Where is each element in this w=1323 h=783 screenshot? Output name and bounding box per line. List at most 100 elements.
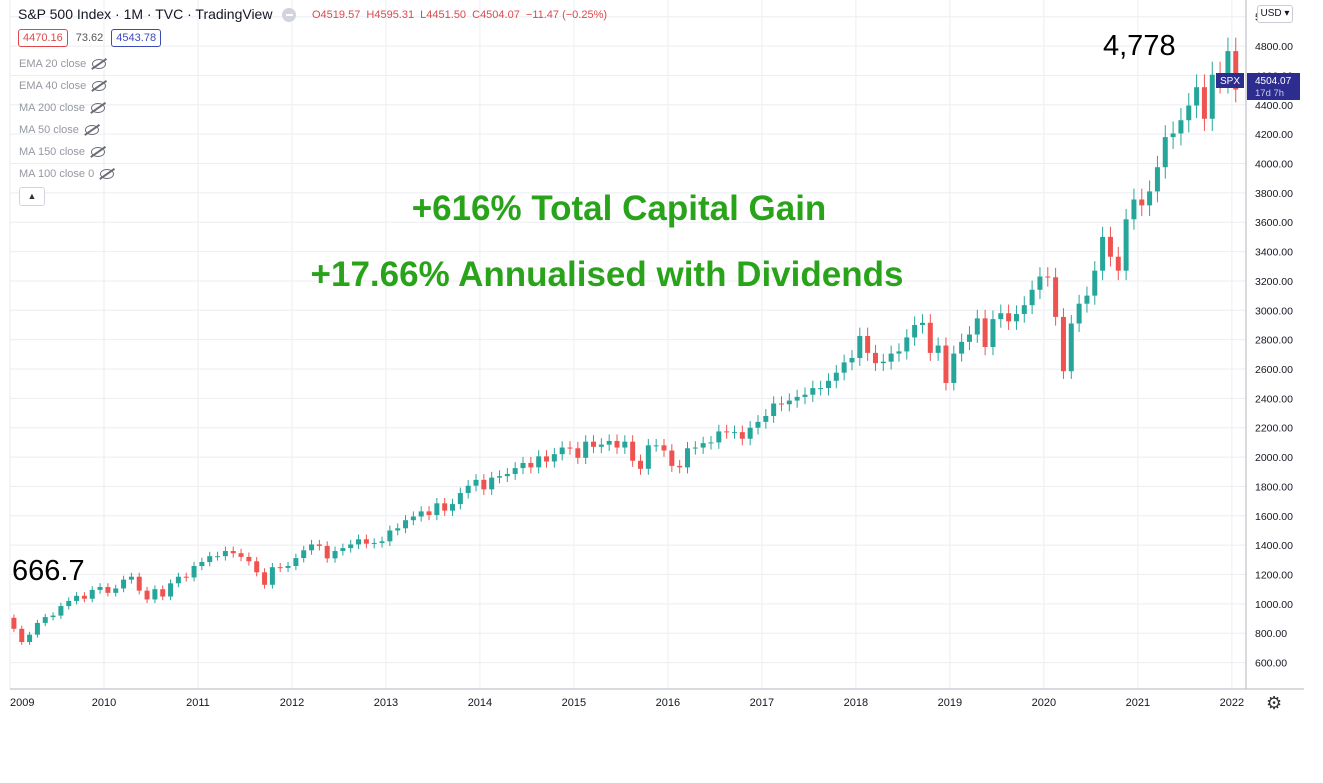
candle [951,345,957,391]
candle-body [982,318,988,347]
eye-hidden-icon[interactable] [92,81,107,91]
collapse-legend-button[interactable] [282,8,296,22]
candle-body [763,415,769,422]
indicator-ma50[interactable]: MA 50 close [19,124,99,136]
current-price-tag: SPX 4504.07 17d 7h [1216,73,1300,100]
candle-body [363,539,369,544]
x-tick-label: 2011 [186,697,210,709]
candle [1068,314,1074,379]
candle [880,353,886,372]
candle-body [638,460,644,469]
candle [833,365,839,389]
candle-body [778,403,784,405]
candle-body [1053,277,1059,317]
y-tick-label: 2400.00 [1255,393,1293,405]
candle-body [1084,295,1090,304]
candle [1201,74,1207,132]
candle [551,447,557,468]
candle [982,309,988,356]
candle [136,572,142,595]
currency-select[interactable]: USD ▾ [1257,5,1293,23]
candle-body [630,441,636,461]
candle-body [238,553,244,557]
indicator-ma200[interactable]: MA 200 close [19,102,106,114]
candle-body [426,511,432,516]
candle-body [489,477,495,490]
indicator-ma150[interactable]: MA 150 close [19,146,106,158]
y-tick-label: 3800.00 [1255,188,1293,200]
candle [1029,280,1035,315]
candle-body [512,468,518,474]
high-value: H4595.31 [366,9,415,21]
candle-body [222,551,228,557]
candle [144,586,150,604]
eye-hidden-icon[interactable] [100,169,115,179]
candle-body [1201,87,1207,119]
candle [254,557,260,577]
collapse-indicators-button[interactable]: ▲ [19,187,45,206]
candle-body [1154,167,1160,192]
y-tick-label: 3600.00 [1255,217,1293,229]
candle [1076,294,1082,333]
candle-body [825,380,831,389]
y-tick-label: 4000.00 [1255,159,1293,171]
candle-body [473,479,479,486]
candle-body [316,544,322,546]
candle-body [246,556,252,562]
candle [332,546,338,563]
candle [865,327,871,361]
gear-icon[interactable]: ⚙ [1266,693,1283,713]
candle-body [677,465,683,468]
bb-upper: 4543.78 [111,29,162,47]
ohlc-values: O4519.57 H4595.31 L4451.50 C4504.07 −11.… [312,9,610,21]
candle-body [19,628,25,643]
y-tick-label: 600.00 [1255,658,1287,670]
indicator-label: MA 100 close 0 [19,168,95,180]
candle [1084,286,1090,313]
candle-body [74,595,80,601]
candle [19,625,25,645]
indicator-ema20[interactable]: EMA 20 close [19,58,107,70]
candle-body [105,586,111,593]
candle-body [144,590,150,600]
candle-body [959,341,965,354]
eye-hidden-icon[interactable] [91,147,106,157]
candle-body [794,396,800,401]
candle-body [919,322,925,325]
candle-body [684,448,690,468]
candle-body [465,485,471,494]
candle-body [755,421,761,428]
candle-body [379,541,385,543]
candle [175,572,181,588]
candle [50,612,56,621]
chart-title: S&P 500 Index · 1M · TVC · TradingView [18,6,273,22]
candle [160,585,166,601]
candle-body [966,334,972,342]
candle [418,506,424,522]
indicator-ma100[interactable]: MA 100 close 0 [19,168,115,180]
candle [1170,121,1176,150]
indicator-ema40[interactable]: EMA 40 close [19,80,107,92]
candle [716,424,722,449]
candle-body [802,394,808,397]
x-tick-label: 2009 [10,697,34,709]
candle [348,539,354,553]
candle [66,597,72,610]
candle-body [990,319,996,347]
y-tick-label: 4200.00 [1255,129,1293,141]
candle [912,316,918,346]
candle [849,350,855,371]
candle-body [896,351,902,354]
candle-body [58,606,64,616]
eye-hidden-icon[interactable] [84,125,99,135]
eye-hidden-icon[interactable] [91,103,106,113]
candle-body [387,530,393,542]
candle [222,546,228,561]
candle [684,441,690,474]
candle [442,497,448,516]
candle [1154,155,1160,203]
candle [598,438,604,454]
eye-hidden-icon[interactable] [92,59,107,69]
candle [371,538,377,549]
candle [661,438,667,457]
